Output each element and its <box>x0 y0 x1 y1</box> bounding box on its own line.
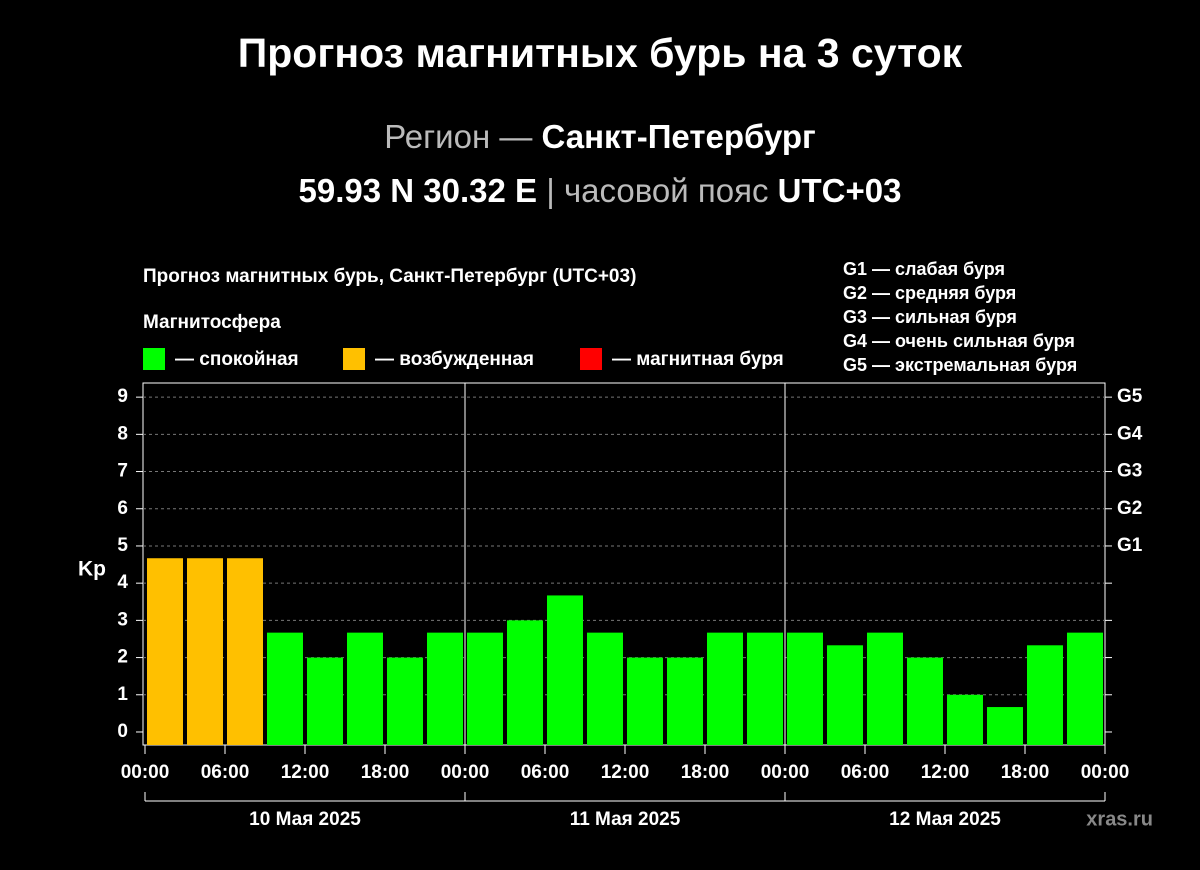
bar <box>747 632 783 745</box>
legend-label: — спокойная <box>175 349 299 370</box>
x-tick-label: 06:00 <box>841 762 890 783</box>
bar <box>707 632 743 745</box>
region-line: Регион — Санкт-Петербург <box>0 118 1200 156</box>
y2-tick-label: G4 <box>1117 423 1143 444</box>
y-tick-label: 4 <box>117 572 128 593</box>
bar <box>547 595 583 745</box>
chart-title: Прогноз магнитных бурь, Санкт-Петербург … <box>143 266 636 287</box>
bar <box>867 632 903 745</box>
bar <box>587 632 623 745</box>
page-title: Прогноз магнитных бурь на 3 суток <box>237 30 963 76</box>
bar <box>187 558 223 745</box>
y2-tick-label: G1 <box>1117 535 1143 556</box>
bar <box>667 657 703 745</box>
x-tick-label: 12:00 <box>601 762 650 783</box>
legend-swatch <box>343 348 365 370</box>
g-legend-label: G3 — сильная буря <box>843 307 1017 327</box>
watermark: xras.ru <box>1086 808 1153 830</box>
x-tick-label: 00:00 <box>441 762 490 783</box>
y-tick-label: 3 <box>117 609 128 630</box>
tz-label: | часовой пояс <box>546 172 769 209</box>
bar <box>267 632 303 745</box>
y2-tick-label: G3 <box>1117 461 1142 482</box>
bar <box>467 632 503 745</box>
bar <box>1067 632 1103 745</box>
coords: 59.93 N 30.32 E <box>298 172 538 209</box>
y-axis-label: Kp <box>78 558 106 581</box>
bar <box>427 632 463 745</box>
legend-swatch <box>580 348 602 370</box>
day-label: 11 Мая 2025 <box>570 809 681 830</box>
x-tick-label: 12:00 <box>921 762 970 783</box>
bar <box>827 645 863 745</box>
g-legend-label: G4 — очень сильная буря <box>843 331 1075 351</box>
legend-label: — магнитная буря <box>612 349 784 370</box>
bar <box>1027 645 1063 745</box>
x-tick-label: 00:00 <box>1081 762 1130 783</box>
x-tick-label: 18:00 <box>681 762 730 783</box>
bar <box>507 620 543 745</box>
y-tick-label: 6 <box>117 498 128 519</box>
legend-swatch <box>143 348 165 370</box>
y-tick-label: 1 <box>117 684 128 705</box>
g-legend-label: G1 — слабая буря <box>843 259 1005 279</box>
bar <box>347 632 383 745</box>
bar <box>787 632 823 745</box>
x-tick-label: 18:00 <box>361 762 410 783</box>
x-tick-label: 18:00 <box>1001 762 1050 783</box>
bar <box>947 694 983 745</box>
x-tick-label: 12:00 <box>281 762 330 783</box>
bar <box>387 657 423 745</box>
bar <box>227 558 263 745</box>
x-tick-label: 00:00 <box>121 762 170 783</box>
bar <box>907 657 943 745</box>
bar <box>307 657 343 745</box>
x-tick-label: 06:00 <box>521 762 570 783</box>
region: Санкт-Петербург <box>541 118 816 155</box>
y-tick-label: 0 <box>117 721 128 742</box>
y-tick-label: 7 <box>117 461 128 482</box>
y2-tick-label: G2 <box>1117 498 1142 519</box>
y-tick-label: 5 <box>117 535 128 556</box>
x-tick-label: 00:00 <box>761 762 810 783</box>
y-tick-label: 2 <box>117 647 128 668</box>
region-label: Регион — <box>384 118 533 155</box>
g-legend-label: G2 — средняя буря <box>843 283 1016 303</box>
y-tick-label: 8 <box>117 423 128 444</box>
legend-title: Магнитосфера <box>143 312 281 333</box>
bar <box>987 707 1023 745</box>
x-tick-label: 06:00 <box>201 762 250 783</box>
g-legend-label: G5 — экстремальная буря <box>843 355 1077 375</box>
bar <box>627 657 663 745</box>
day-label: 10 Мая 2025 <box>249 809 361 830</box>
tz: UTC+03 <box>777 172 902 209</box>
coords-line: 59.93 N 30.32 E | часовой пояс UTC+03 <box>0 172 1200 210</box>
y-tick-label: 9 <box>117 386 128 407</box>
bar <box>147 558 183 745</box>
y2-tick-label: G5 <box>1117 386 1143 407</box>
plot-frame <box>142 382 1106 746</box>
legend-label: — возбужденная <box>375 349 534 370</box>
day-label: 12 Мая 2025 <box>889 809 1001 830</box>
